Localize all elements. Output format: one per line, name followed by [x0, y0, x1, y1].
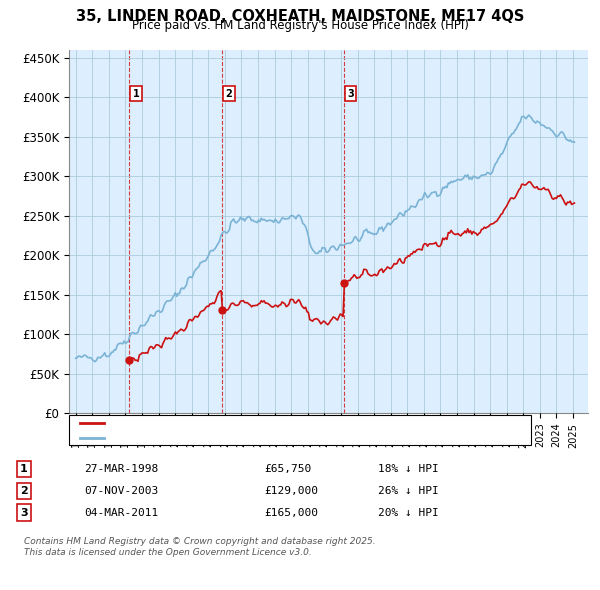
Text: Contains HM Land Registry data © Crown copyright and database right 2025.: Contains HM Land Registry data © Crown c… [24, 537, 376, 546]
Text: 2: 2 [226, 88, 232, 99]
Text: 18% ↓ HPI: 18% ↓ HPI [378, 464, 439, 474]
Text: Price paid vs. HM Land Registry's House Price Index (HPI): Price paid vs. HM Land Registry's House … [131, 19, 469, 32]
Text: 1: 1 [20, 464, 28, 474]
Text: 1: 1 [133, 88, 139, 99]
Text: 2: 2 [20, 486, 28, 496]
Text: 35, LINDEN ROAD, COXHEATH, MAIDSTONE, ME17 4QS (semi-detached house): 35, LINDEN ROAD, COXHEATH, MAIDSTONE, ME… [110, 418, 518, 428]
Text: 07-NOV-2003: 07-NOV-2003 [84, 486, 158, 496]
Text: 26% ↓ HPI: 26% ↓ HPI [378, 486, 439, 496]
Text: £129,000: £129,000 [264, 486, 318, 496]
Text: £65,750: £65,750 [264, 464, 311, 474]
Text: 27-MAR-1998: 27-MAR-1998 [84, 464, 158, 474]
Text: 3: 3 [20, 508, 28, 517]
Text: This data is licensed under the Open Government Licence v3.0.: This data is licensed under the Open Gov… [24, 548, 312, 557]
Text: 04-MAR-2011: 04-MAR-2011 [84, 508, 158, 517]
Text: 35, LINDEN ROAD, COXHEATH, MAIDSTONE, ME17 4QS: 35, LINDEN ROAD, COXHEATH, MAIDSTONE, ME… [76, 9, 524, 24]
Text: 20% ↓ HPI: 20% ↓ HPI [378, 508, 439, 517]
Text: HPI: Average price, semi-detached house, Maidstone: HPI: Average price, semi-detached house,… [110, 433, 385, 442]
Text: 3: 3 [347, 88, 354, 99]
Text: £165,000: £165,000 [264, 508, 318, 517]
